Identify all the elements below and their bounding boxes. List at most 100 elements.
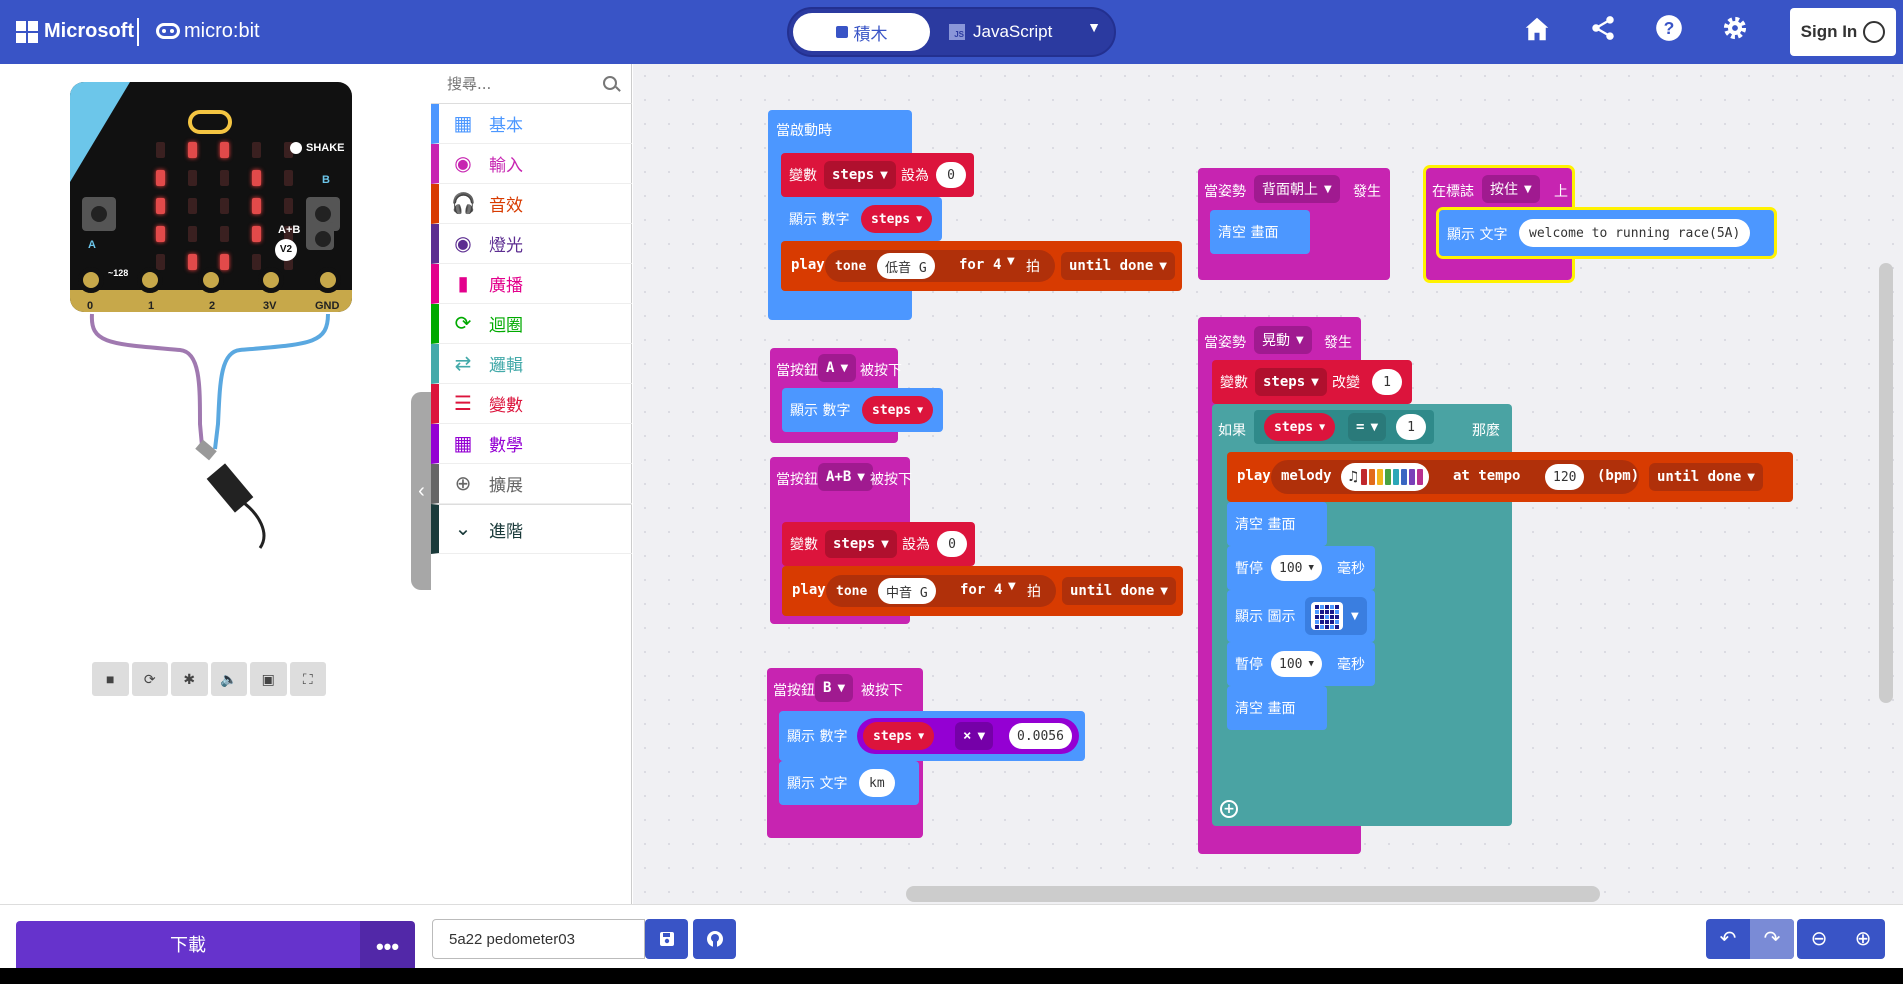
variable-dropdown[interactable]: steps ▼ (824, 161, 896, 189)
undo-icon[interactable]: ↶ (1719, 928, 1737, 950)
debug-icon[interactable]: ✱ (171, 662, 208, 696)
project-name-input[interactable] (432, 919, 645, 959)
show-string-block[interactable]: 顯示 文字 welcome to running race(5A) (1436, 207, 1777, 259)
zoom-in-icon[interactable]: ⊕ (1854, 928, 1872, 950)
until-done-dropdown[interactable]: until done ▼ (1649, 463, 1763, 491)
until-done-dropdown[interactable]: until done ▼ (1062, 577, 1176, 605)
category-item[interactable]: ☰ 變數 (431, 384, 632, 424)
restart-icon[interactable]: ⟳ (131, 662, 168, 696)
horizontal-scrollbar[interactable] (906, 886, 1600, 902)
number-input[interactable]: 1 (1372, 369, 1402, 395)
button-dropdown[interactable]: A+B ▼ (818, 463, 873, 491)
note-picker[interactable]: 中音 G (878, 578, 936, 604)
search-icon[interactable] (603, 76, 617, 90)
help-icon[interactable]: ? (1651, 14, 1687, 50)
set-variable-block[interactable]: 變數 steps ▼ 設為 0 (781, 153, 974, 197)
fullscreen-icon[interactable]: ⛶ (289, 662, 326, 696)
variable-reporter[interactable]: steps ▼ (1264, 413, 1336, 441)
zoom-out-icon[interactable]: ⊖ (1810, 928, 1828, 950)
search-input[interactable] (447, 72, 597, 96)
shake-indicator-icon[interactable] (290, 142, 302, 154)
collapse-simulator-button[interactable]: ‹ (411, 392, 432, 590)
microbit-brand[interactable]: micro:bit (184, 20, 260, 42)
category-item[interactable]: ⇄ 邏輯 (431, 344, 632, 384)
pause-block[interactable]: 暫停 100 ▼ 毫秒 (1227, 642, 1375, 686)
download-button[interactable]: 下載 (16, 921, 360, 968)
category-item[interactable]: ▮ 廣播 (431, 264, 632, 304)
blocks-workspace[interactable]: 當啟動時 變數 steps ▼ 設為 0 顯示 數字 steps ▼ play to… (633, 64, 1903, 904)
pause-block[interactable]: 暫停 100 ▼ 毫秒 (1227, 546, 1375, 590)
pause-input[interactable]: 100 ▼ (1271, 555, 1322, 581)
pin-2-pad[interactable] (198, 267, 224, 293)
show-number-block[interactable]: 顯示 數字 steps ▼ (782, 388, 943, 432)
chevron-down-icon[interactable]: ▼ (1007, 256, 1015, 267)
gesture-dropdown[interactable]: 背面朝上 ▼ (1254, 175, 1340, 203)
variable-dropdown[interactable]: steps ▼ (1255, 368, 1327, 396)
chevron-down-icon[interactable]: ▼ (1087, 19, 1101, 35)
save-icon[interactable] (645, 919, 688, 959)
category-item[interactable]: 🎧 音效 (431, 184, 632, 224)
number-input[interactable]: 0 (936, 162, 966, 188)
operator-dropdown[interactable]: × ▼ (955, 722, 994, 750)
category-item[interactable]: ▦ 數學 (431, 424, 632, 464)
sign-in-button[interactable]: Sign In (1790, 8, 1896, 56)
add-else-icon[interactable]: + (1220, 800, 1238, 818)
github-icon[interactable] (693, 919, 736, 959)
string-input[interactable]: km (859, 769, 895, 797)
number-input[interactable]: 1 (1396, 414, 1426, 440)
show-string-block[interactable]: 顯示 文字 km (779, 761, 919, 805)
category-advanced[interactable]: ⌄ 進階 (431, 504, 632, 554)
variable-reporter[interactable]: steps ▼ (862, 396, 934, 424)
vertical-scrollbar[interactable] (1879, 263, 1893, 703)
sound-icon[interactable]: 🔈 (210, 662, 247, 696)
comparison-dropdown[interactable]: = ▼ (1348, 413, 1387, 441)
touch-logo[interactable] (188, 110, 232, 134)
chevron-down-icon[interactable]: ▼ (1008, 581, 1016, 592)
javascript-mode-button[interactable]: JS JavaScript (949, 13, 1079, 51)
settings-icon[interactable] (1717, 14, 1753, 50)
beats-value[interactable]: 4 (993, 257, 1002, 273)
home-icon[interactable] (1519, 14, 1555, 50)
category-item[interactable]: ⊕ 擴展 (431, 464, 632, 504)
beats-value[interactable]: 4 (994, 582, 1003, 598)
change-variable-block[interactable]: 變數 steps ▼ 改變 1 (1212, 360, 1412, 404)
show-icon-block[interactable]: 顯示 圖示 ▼ (1227, 590, 1375, 642)
tempo-input[interactable]: 120 (1545, 464, 1585, 490)
tone-reporter[interactable]: tone (825, 250, 1055, 282)
variable-reporter[interactable]: steps ▼ (861, 205, 933, 233)
microbit-logo-icon[interactable] (156, 23, 180, 39)
screenshot-icon[interactable]: ▣ (250, 662, 287, 696)
button-dropdown[interactable]: A ▼ (818, 354, 857, 382)
string-input[interactable]: welcome to running race(5A) (1519, 219, 1751, 247)
microbit-board[interactable]: A B SHAKE A+B V2 ~128 0 1 2 3V GND (70, 82, 352, 312)
clear-screen-block[interactable]: 清空 畫面 (1227, 686, 1327, 730)
category-item[interactable]: ◉ 輸入 (431, 144, 632, 184)
share-icon[interactable] (1585, 14, 1621, 50)
play-melody-block[interactable]: play melody ♫ at tempo 120 (bpm) until d… (1227, 452, 1793, 502)
microsoft-brand[interactable]: Microsoft (44, 20, 134, 42)
button-dropdown[interactable]: B ▼ (815, 674, 854, 702)
play-tone-block[interactable]: play tone 中音 G for 4 ▼ 拍 until done ▼ (782, 566, 1183, 616)
category-item[interactable]: ▦ 基本 (431, 104, 632, 144)
pause-input[interactable]: 100 ▼ (1271, 651, 1322, 677)
redo-icon[interactable]: ↷ (1750, 919, 1794, 959)
play-tone-block[interactable]: play tone 低音 G for 4 ▼ 拍 until done ▼ (781, 241, 1182, 291)
until-done-dropdown[interactable]: until done ▼ (1061, 252, 1175, 280)
show-number-block[interactable]: 顯示 數字 steps ▼ × ▼ 0.0056 (779, 711, 1085, 761)
variable-reporter[interactable]: steps ▼ (863, 722, 935, 750)
set-variable-block[interactable]: 變數 steps ▼ 設為 0 (782, 522, 975, 566)
clear-screen-block[interactable]: 清空 畫面 (1210, 210, 1310, 254)
button-ab[interactable] (306, 222, 334, 250)
show-number-block[interactable]: 顯示 數字 steps ▼ (781, 197, 942, 241)
button-a[interactable] (82, 197, 116, 231)
stop-icon[interactable]: ■ (92, 662, 129, 696)
gesture-dropdown[interactable]: 晃動 ▼ (1254, 326, 1312, 354)
note-picker[interactable]: 低音 G (877, 253, 935, 279)
variable-dropdown[interactable]: steps ▼ (825, 530, 897, 558)
category-item[interactable]: ⟳ 迴圈 (431, 304, 632, 344)
category-item[interactable]: ◉ 燈光 (431, 224, 632, 264)
number-input[interactable]: 0 (937, 531, 967, 557)
microsoft-logo-icon[interactable] (16, 21, 38, 43)
number-input[interactable]: 0.0056 (1009, 723, 1072, 749)
pin-0-pad[interactable] (78, 267, 104, 293)
